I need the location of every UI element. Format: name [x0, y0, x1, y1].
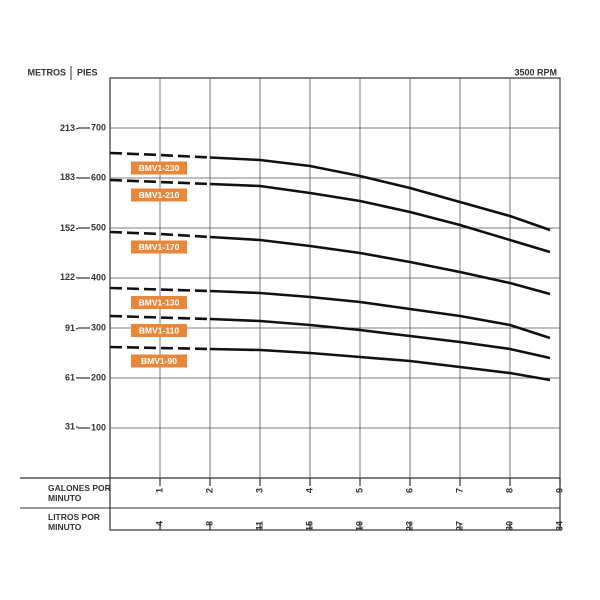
x2-tick-label: 11	[254, 521, 264, 531]
series-label-text: BMV1-230	[139, 163, 180, 173]
y-tick-label: 200	[91, 372, 106, 382]
x2-axis-label: LITROS POR MINUTO	[48, 512, 100, 532]
x-tick-label: 8	[504, 488, 514, 493]
series-label-text: BMV1-210	[139, 190, 180, 200]
series-label: BMV1-170	[131, 240, 187, 254]
y2-tick-label: 61	[65, 372, 75, 382]
x-axis-label: GALONES POR MINUTO	[48, 483, 111, 503]
series-label-box	[131, 354, 187, 368]
series-label: BMV1-230	[131, 161, 187, 175]
series-label-box	[131, 161, 187, 175]
x2-tick-label: 23	[404, 521, 414, 531]
curve	[209, 317, 551, 360]
y2-tick-label: 183	[60, 172, 75, 182]
y-tick-label: 300	[91, 322, 106, 332]
series-label-box	[131, 324, 187, 337]
series-label-box	[131, 240, 187, 254]
x2-tick-label: 15	[304, 521, 314, 531]
curve	[209, 235, 551, 296]
x2-tick-label: 27	[454, 521, 464, 531]
x-tick-label: 3	[254, 488, 264, 493]
curve	[209, 182, 551, 254]
series-label-box	[131, 188, 187, 202]
series-label-box	[131, 296, 187, 309]
y-tick-label: 500	[91, 222, 106, 232]
x-tick-label: 9	[554, 488, 564, 493]
series-label: BMV1-90	[131, 354, 187, 368]
x2-tick-label: 4	[154, 521, 164, 526]
y2-tick-label: 213	[60, 123, 75, 133]
x-tick-label: 5	[354, 488, 364, 493]
y2-tick-label: 91	[65, 323, 75, 333]
x2-tick-label: 30	[504, 521, 514, 531]
x-tick-label: 4	[304, 488, 314, 493]
series-label-text: BMV1-90	[141, 356, 177, 366]
series-label: BMV1-130	[131, 296, 187, 309]
y-tick-label: 400	[91, 272, 106, 282]
series-label: BMV1-110	[131, 324, 187, 337]
x2-tick-label: 34	[554, 521, 564, 531]
x2-tick-label: 19	[354, 521, 364, 531]
y2-tick-label: 152	[60, 223, 75, 233]
series-label-text: BMV1-170	[139, 242, 180, 252]
y-axis-label: PIES	[77, 67, 98, 77]
x-tick-label: 7	[454, 488, 464, 493]
x-tick-label: 6	[404, 488, 414, 493]
curve	[209, 289, 551, 340]
series-label-text: BMV1-110	[139, 325, 179, 335]
y-tick-label: 100	[91, 422, 106, 432]
y-tick-label: 700	[91, 122, 106, 132]
curve	[209, 347, 551, 382]
y-tick-label: 600	[91, 172, 106, 182]
curve	[209, 156, 551, 232]
y2-tick-label: 122	[60, 272, 75, 282]
series-label: BMV1-210	[131, 188, 187, 202]
x-tick-label: 1	[154, 488, 164, 493]
y2-tick-label: 31	[65, 422, 75, 432]
annotation: 3500 RPM	[514, 67, 557, 77]
x-tick-label: 2	[204, 488, 214, 493]
series-label-text: BMV1-130	[139, 297, 180, 307]
y2-axis-label: METROS	[27, 67, 66, 77]
x2-tick-label: 8	[204, 521, 214, 526]
